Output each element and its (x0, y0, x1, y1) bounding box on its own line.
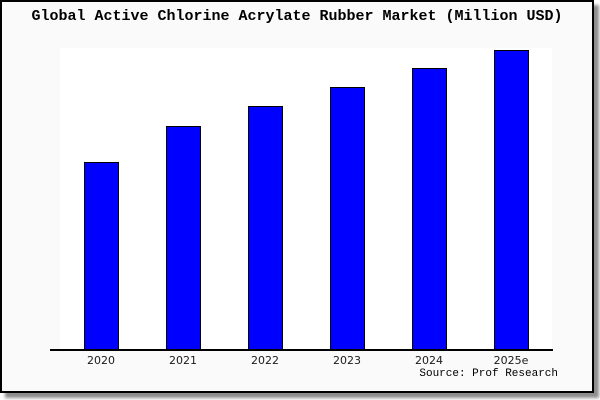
x-tick-label-2024: 2024 (415, 354, 443, 367)
x-tick-label-2025e: 2025e (493, 354, 529, 367)
x-tick-label-2021: 2021 (169, 354, 197, 367)
chart-title: Global Active Chlorine Acrylate Rubber M… (31, 8, 563, 25)
x-tick-label-2022: 2022 (251, 354, 279, 367)
bar-2023 (330, 87, 365, 350)
x-tick-labels: 2020 2021 2022 2023 2024 2025e (60, 354, 552, 370)
plot-area (60, 48, 552, 350)
x-tick-label-2020: 2020 (87, 354, 115, 367)
source-note: Source: Prof Research (419, 368, 558, 380)
bar-2022 (248, 106, 283, 350)
bar-2020 (84, 162, 119, 350)
x-axis-line (50, 349, 553, 351)
bar-2021 (166, 126, 201, 350)
bar-2025e (494, 50, 529, 350)
x-tick-label-2023: 2023 (333, 354, 361, 367)
bar-2024 (412, 68, 447, 350)
chart-frame: Global Active Chlorine Acrylate Rubber M… (0, 0, 594, 393)
